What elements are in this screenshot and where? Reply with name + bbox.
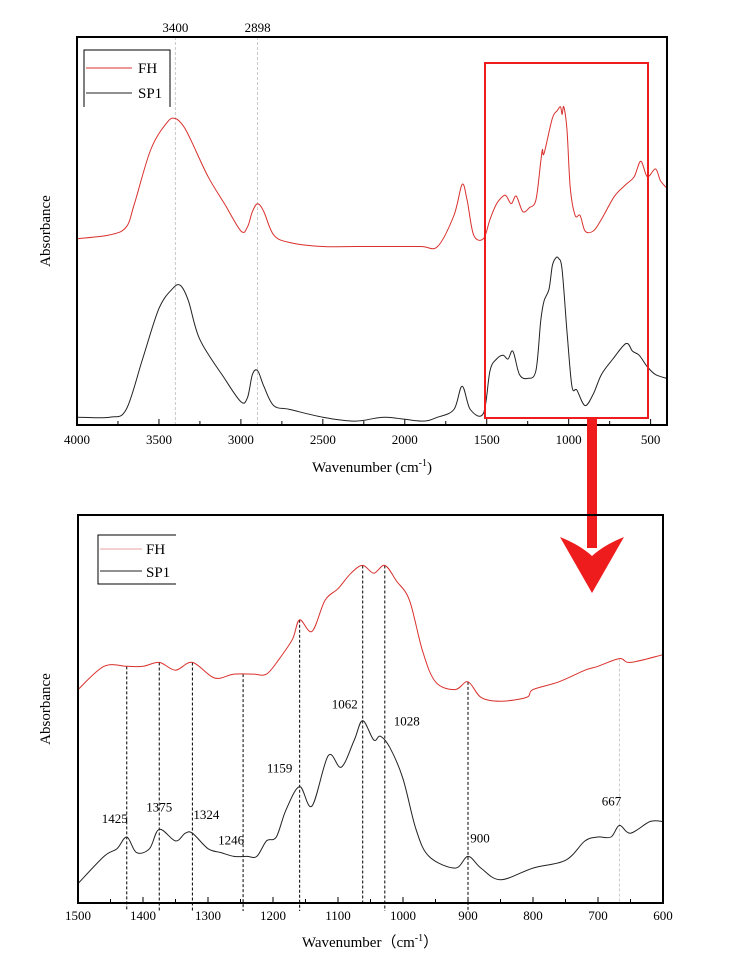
x-tick-label: 1400 <box>130 908 156 923</box>
peak-label: 900 <box>470 830 490 845</box>
x-tick-label: 3500 <box>146 432 172 447</box>
y-axis-label: Absorbance <box>38 673 54 745</box>
x-tick-label: 1000 <box>556 432 582 447</box>
series-line-sp1 <box>77 720 664 884</box>
x-tick-label: 1300 <box>195 908 221 923</box>
peak-label: 1324 <box>193 807 220 822</box>
x-tick-label: 1200 <box>260 908 286 923</box>
x-tick-label: 2000 <box>392 432 418 447</box>
peak-label: 1425 <box>102 811 128 826</box>
zoom-arrow-icon <box>560 418 624 593</box>
x-tick-label: 1100 <box>325 908 351 923</box>
x-axis-label-superscript: -1 <box>415 933 423 944</box>
x-tick-label: 700 <box>588 908 608 923</box>
legend-frame <box>83 49 171 107</box>
peak-label: 1159 <box>267 761 293 776</box>
legend-label-fh: FH <box>138 61 157 77</box>
series-line-fh <box>76 105 668 250</box>
peak-label: 667 <box>602 793 622 808</box>
series-line-sp1 <box>76 256 668 422</box>
x-axis-label-end: ） <box>423 934 438 951</box>
legend-label-sp1: SP1 <box>138 86 162 102</box>
series-line-fh <box>77 564 664 702</box>
x-tick-label: 3000 <box>228 432 254 447</box>
x-tick-label: 4000 <box>64 432 90 447</box>
peak-label: 1028 <box>394 714 420 729</box>
peak-label: 1246 <box>218 832 245 847</box>
x-axis-label: Wavenumber (cm-1) <box>312 458 432 476</box>
legend: FH SP1 <box>83 49 171 107</box>
x-axis-label-superscript: -1 <box>419 458 427 469</box>
x-tick-label: 1000 <box>390 908 416 923</box>
legend-frame <box>97 534 176 585</box>
plot-area: 4000 3500 3000 2500 2000 1500 1000 500 3400 2898 <box>64 20 668 447</box>
detail-spectrum-chart: 1500 1400 1300 1200 1100 1000 900 800 700 600 1425… <box>38 514 673 951</box>
x-tick-label: 1500 <box>474 432 500 447</box>
legend-label-fh: FH <box>146 542 165 558</box>
x-tick-label: 2500 <box>310 432 336 447</box>
peak-label: 2898 <box>245 20 271 35</box>
peak-label: 1375 <box>146 799 172 814</box>
x-tick-label: 800 <box>523 908 543 923</box>
y-axis-label: Absorbance <box>38 195 54 267</box>
highlight-region-box <box>484 62 649 419</box>
arrow-head <box>560 537 624 593</box>
arrow-shaft <box>587 418 597 548</box>
plot-frame <box>77 514 664 904</box>
x-tick-label: 900 <box>458 908 478 923</box>
legend: FH SP1 <box>97 534 176 585</box>
legend-label-sp1: SP1 <box>146 565 170 581</box>
x-tick-label: 1500 <box>65 908 91 923</box>
peak-label: 1062 <box>332 697 358 712</box>
x-axis-label-text: Wavenumber（cm <box>302 934 415 951</box>
x-tick-label: 500 <box>641 432 661 447</box>
plot-area: 1500 1400 1300 1200 1100 1000 900 800 700 600 1425… <box>65 564 673 923</box>
peak-label: 3400 <box>162 20 188 35</box>
x-axis-label-end: ) <box>427 460 432 476</box>
x-axis-label-text: Wavenumber (cm <box>312 460 419 476</box>
x-tick-label: 600 <box>653 908 673 923</box>
x-axis-label: Wavenumber（cm-1） <box>302 933 438 951</box>
plot-frame <box>76 36 668 426</box>
